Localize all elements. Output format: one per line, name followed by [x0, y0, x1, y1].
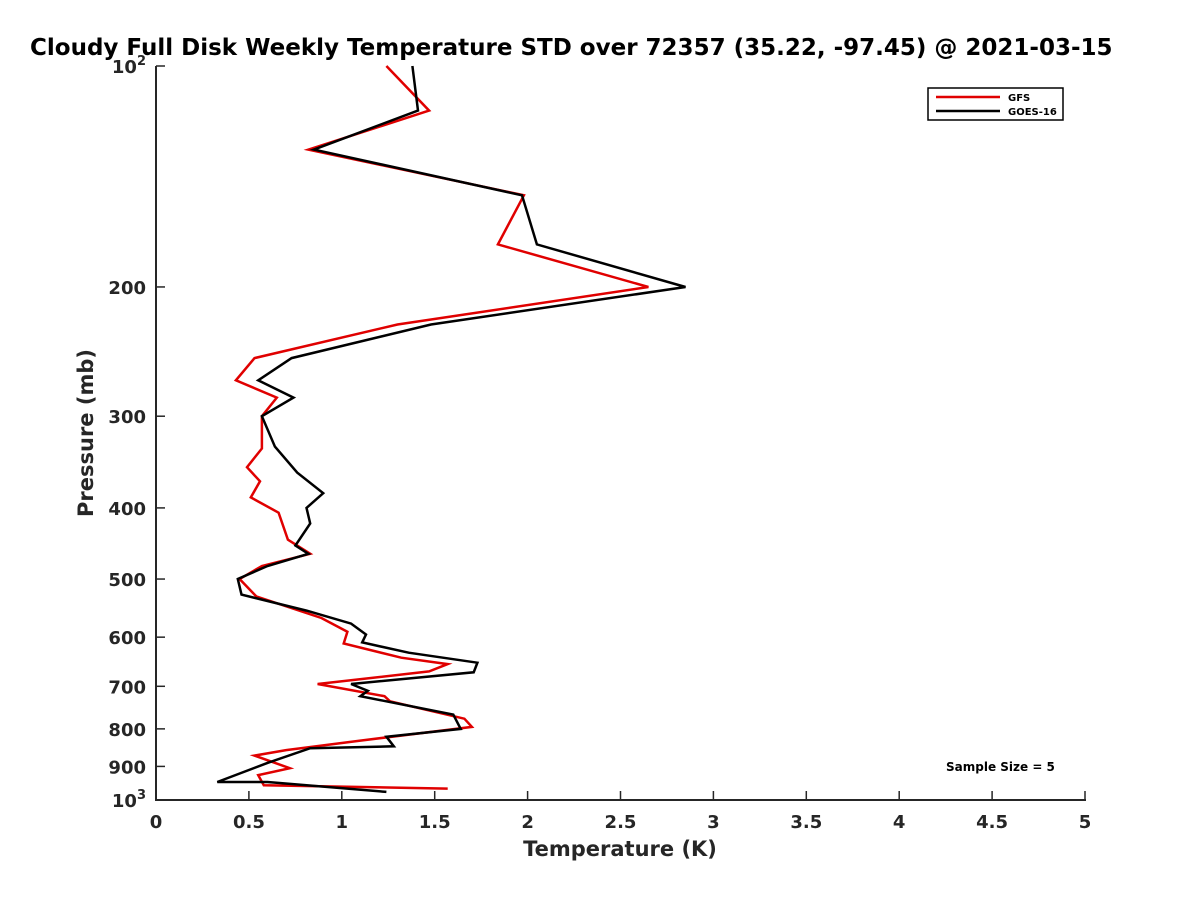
y-tick-label: 300 — [108, 407, 146, 428]
x-tick-label: 3.5 — [790, 812, 822, 833]
x-axis-label: Temperature (K) — [523, 837, 717, 861]
x-tick-label: 0.5 — [233, 812, 265, 833]
x-tick-label: 2 — [521, 812, 534, 833]
legend-label-gfs: GFS — [1008, 93, 1030, 104]
x-tick-label: 5 — [1079, 812, 1092, 833]
x-tick-label: 3 — [707, 812, 720, 833]
y-axis-label: Pressure (mb) — [74, 349, 98, 517]
y-tick-label: 200 — [108, 278, 146, 299]
legend-box — [927, 87, 1064, 121]
y-tick-label: 800 — [108, 720, 146, 741]
sample-size-annotation: Sample Size = 5 — [946, 760, 1055, 774]
y-ticks: 102 200 300 400 500 600 700 800 900 103 — [108, 54, 165, 812]
y-tick-label: 103 — [112, 788, 146, 812]
axes — [155, 66, 1086, 801]
y-tick-label: 600 — [108, 628, 146, 649]
x-tick-label: 2.5 — [605, 812, 637, 833]
x-ticks: 0 0.5 1 1.5 2 2.5 3 3.5 4 4.5 5 — [150, 791, 1092, 833]
series-line-gfs — [233, 65, 649, 790]
x-tick-label: 1.5 — [419, 812, 451, 833]
chart-title: Cloudy Full Disk Weekly Temperature STD … — [30, 35, 1113, 61]
x-tick-label: 4.5 — [976, 812, 1008, 833]
x-tick-label: 0 — [150, 812, 163, 833]
y-tick-label: 500 — [108, 570, 146, 591]
x-tick-label: 1 — [336, 812, 349, 833]
legend: GFS GOES-16 — [927, 87, 1064, 121]
y-tick-label: 900 — [108, 757, 146, 778]
series-layer — [216, 65, 686, 794]
y-tick-label: 400 — [108, 499, 146, 520]
y-tick-label: 102 — [112, 54, 146, 78]
series-line-goes16 — [216, 65, 686, 794]
y-tick-label: 700 — [108, 677, 146, 698]
legend-label-goes16: GOES-16 — [1008, 107, 1057, 118]
x-tick-label: 4 — [893, 812, 906, 833]
